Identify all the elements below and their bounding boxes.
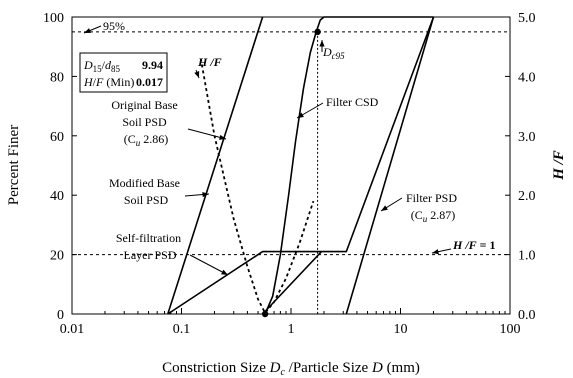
stats-box-frame (79, 52, 168, 93)
x-tick-label: 10 (394, 322, 408, 337)
ticks: 0.01 0.1 1 10 1000204060801000.01.02.03.04.0… (43, 11, 536, 337)
y-axis-left-title: Percent Finer (6, 125, 22, 205)
series-line-modified-base-soil-psd (167, 250, 322, 315)
label-filter-csd: Filter CSD (326, 95, 379, 109)
stats-row2-part: (Min) (103, 75, 134, 89)
stats-row2-label: H/F (Min) (83, 75, 134, 89)
series-line-original-base-soil-psd (167, 16, 264, 315)
y-right-tick-label: 1.0 (518, 249, 536, 264)
label-filter-psd-part: 2.87) (427, 208, 455, 222)
stats-row1-value: 9.94 (142, 58, 163, 72)
series-line-filter-csd (264, 16, 434, 315)
x-axis-title-part: Constriction Size (162, 360, 270, 376)
x-axis-title-part: /Particle Size (285, 360, 372, 376)
series-line-h-f (199, 58, 315, 314)
label-dc95: Dc95 (322, 45, 345, 61)
label-filter-psd-line: Filter PSD (406, 191, 457, 205)
x-axis-title: Constriction Size Dc /Particle Size D (m… (162, 360, 420, 378)
x-tick-label: 0.01 (60, 322, 85, 337)
label-original-line: Original Base (111, 98, 177, 112)
y-axis-right-title: H /F (551, 150, 567, 181)
label-self-filtration: Self-filtration Layer PSD (116, 231, 184, 262)
y-left-tick-label: 100 (43, 11, 64, 26)
label-original-part: 2.86) (140, 132, 168, 146)
x-axis-title-part: D (371, 360, 383, 376)
label-original-line: Soil PSD (122, 115, 167, 129)
leader-filter-csd-head (297, 112, 304, 118)
dc95-point (314, 28, 321, 36)
y-left-tick-label: 80 (50, 70, 64, 85)
leader-original-base (187, 128, 227, 140)
label-hf-equals-1: H /F = 1 (452, 238, 496, 252)
min-hf-point (261, 310, 269, 318)
leader-95-percent-head (84, 28, 91, 33)
label-95-percent: 95% (103, 19, 125, 33)
label-filter-psd-part: (C (411, 208, 423, 222)
leader-self-filtration (189, 254, 229, 276)
label-modified-line: Soil PSD (124, 193, 169, 207)
y-left-tick-label: 40 (50, 189, 64, 204)
stats-row1-part: D (83, 58, 93, 72)
label-hf: H /F (197, 55, 222, 69)
leader-original-base-head (219, 134, 226, 140)
label-hf1-part: = 1 (477, 238, 496, 252)
label-original-part: (C (124, 132, 136, 146)
label-hf1-part: H /F (452, 238, 477, 252)
label-original-sub: u (136, 138, 141, 148)
label-original-line: (Cu 2.86) (124, 132, 169, 148)
y-left-tick-label: 60 (50, 130, 64, 145)
label-original-base: Original Base Soil PSD (Cu 2.86) (111, 98, 180, 148)
leader-self-filtration-head (221, 269, 228, 275)
label-self-filtration-line: Self-filtration (116, 231, 181, 245)
x-axis-title-sub: c (280, 367, 285, 378)
x-axis-title-part: (mm) (383, 360, 420, 376)
y-left-tick-label: 0 (57, 308, 64, 323)
stats-row2-value: 0.017 (136, 75, 163, 89)
y-right-tick-label: 2.0 (518, 189, 536, 204)
stats-row1-label: D15/d85 (83, 58, 121, 74)
series-line-filter-csd (262, 16, 435, 315)
label-filter-psd-line: (Cu 2.87) (411, 208, 456, 224)
stats-row2-part: F (95, 75, 104, 89)
reference-lines (72, 31, 510, 314)
y-left-tick-label: 20 (50, 249, 64, 264)
leader-modified-base-head (202, 191, 209, 198)
leader-hf-equals-1-head (432, 249, 439, 255)
stats-row1-part: / (102, 58, 106, 72)
x-axis-title-part: D (269, 360, 281, 376)
label-modified-base: Modified Base Soil PSD (109, 176, 183, 207)
label-filter-psd: Filter PSD (Cu 2.87) (406, 191, 460, 224)
y-right-tick-label: 3.0 (518, 130, 536, 145)
stats-row1-part: d (105, 58, 112, 72)
label-filter-psd-sub: u (423, 214, 428, 224)
y-right-tick-label: 5.0 (518, 11, 536, 26)
stats-box: D15/d85 9.94 H/F (Min) 0.017 (79, 52, 168, 93)
series-line-filter-psd (345, 16, 435, 315)
x-tick-label: 0.1 (173, 322, 191, 337)
stats-row1-part: 15 (93, 64, 103, 74)
stats-row2-part: H (83, 75, 94, 89)
x-tick-label: 100 (500, 322, 521, 337)
annotations (83, 25, 452, 276)
leader-filter-psd-head (381, 205, 388, 211)
leader-hf-head (194, 71, 200, 78)
y-right-tick-label: 0.0 (518, 308, 536, 323)
stats-row1-part: 85 (111, 64, 121, 74)
x-tick-label: 1 (288, 322, 295, 337)
label-modified-line: Modified Base (109, 176, 180, 190)
stats-row2-part: / (93, 75, 97, 89)
leader-dc95-head (319, 40, 325, 47)
label-dc95-part: D (322, 45, 332, 59)
label-dc95-sub: c95 (332, 51, 345, 61)
series-group (167, 16, 435, 318)
y-right-tick-label: 4.0 (518, 70, 536, 85)
label-self-filtration-line: Layer PSD (124, 248, 177, 262)
